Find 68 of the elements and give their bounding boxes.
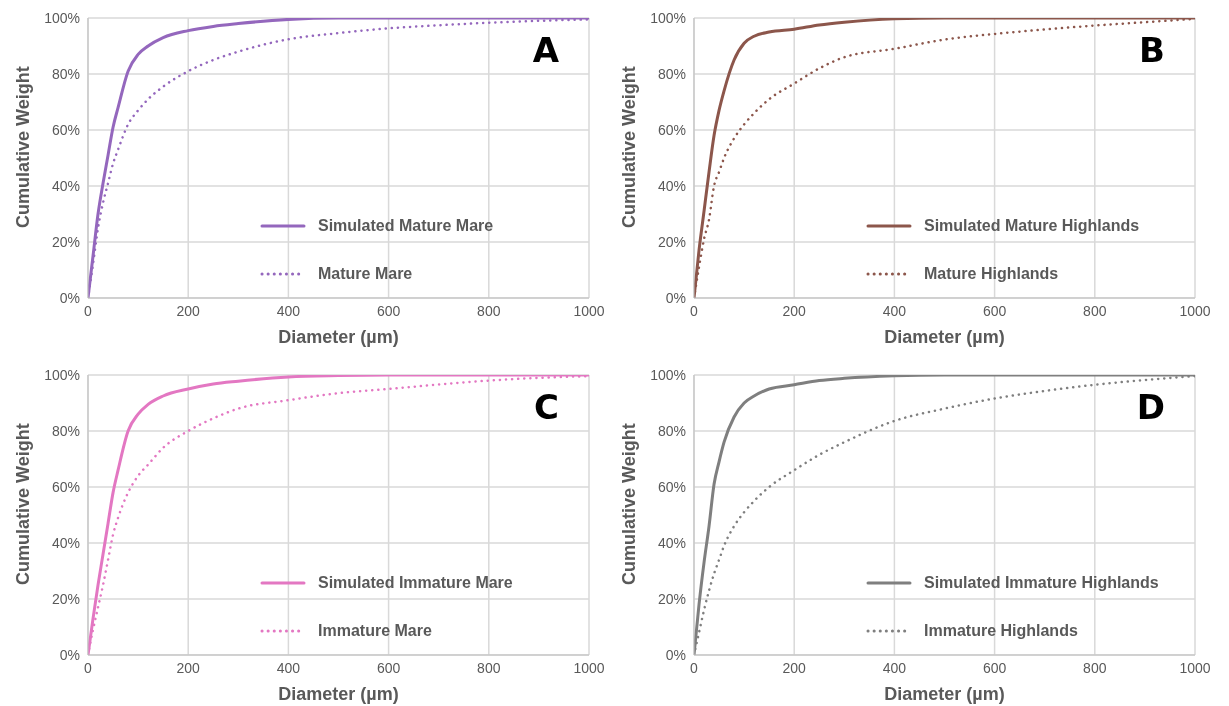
x-tick-label: 600 <box>982 302 1007 319</box>
x-tick-label: 0 <box>690 659 699 676</box>
y-tick-label: 20% <box>51 590 80 607</box>
y-axis-title: Cumulative Weight <box>619 66 640 228</box>
x-tick-label: 600 <box>376 659 401 676</box>
y-tick-label: 20% <box>657 590 686 607</box>
y-tick-label: 20% <box>51 233 80 250</box>
y-tick-label: 0% <box>665 289 686 306</box>
x-axis-title: Diameter (µm) <box>278 327 399 347</box>
legend-label: Simulated Mature Mare <box>318 217 494 235</box>
y-tick-label: 80% <box>51 65 80 82</box>
x-tick-label: 1000 <box>573 659 605 676</box>
x-tick-label: 800 <box>1083 302 1107 319</box>
x-tick-label: 600 <box>376 302 401 319</box>
legend-label: Simulated Immature Mare <box>318 574 513 592</box>
y-tick-label: 80% <box>657 65 686 82</box>
x-tick-label: 1000 <box>1179 302 1211 319</box>
annotation: B <box>1139 30 1165 70</box>
x-axis-title: Diameter (µm) <box>884 327 1005 347</box>
x-tick-label: 400 <box>276 659 301 676</box>
y-axis-title: Cumulative Weight <box>13 66 34 228</box>
x-tick-label: 200 <box>782 302 807 319</box>
legend-label: Simulated Mature Highlands <box>924 217 1140 235</box>
legend-label: Mature Highlands <box>924 265 1059 283</box>
y-tick-label: 60% <box>657 478 686 495</box>
y-axis-title: Cumulative Weight <box>619 423 640 585</box>
y-tick-label: 40% <box>51 534 80 551</box>
y-tick-label: 20% <box>657 233 686 250</box>
y-tick-label: 100% <box>44 366 80 383</box>
x-tick-label: 0 <box>84 659 93 676</box>
annotation: A <box>532 30 559 70</box>
y-tick-label: 60% <box>657 121 686 138</box>
y-tick-label: 80% <box>51 422 80 439</box>
legend-label: Immature Mare <box>318 622 432 640</box>
legend-label: Immature Highlands <box>924 622 1078 640</box>
y-tick-label: 100% <box>650 366 686 383</box>
x-tick-label: 1000 <box>573 302 605 319</box>
y-axis-title: Cumulative Weight <box>13 423 34 585</box>
legend-label: Mature Mare <box>318 265 413 283</box>
x-tick-label: 200 <box>176 659 201 676</box>
x-tick-label: 400 <box>882 659 907 676</box>
x-tick-label: 1000 <box>1179 659 1211 676</box>
x-tick-label: 200 <box>176 302 201 319</box>
y-tick-label: 60% <box>51 121 80 138</box>
annotation: D <box>1136 387 1165 427</box>
y-tick-label: 40% <box>657 534 686 551</box>
x-axis-title: Diameter (µm) <box>278 684 399 704</box>
y-tick-label: 80% <box>657 422 686 439</box>
legend-label: Simulated Immature Highlands <box>924 574 1159 592</box>
x-tick-label: 800 <box>477 302 501 319</box>
annotation: C <box>534 387 559 427</box>
x-tick-label: 400 <box>882 302 907 319</box>
x-tick-label: 400 <box>276 302 301 319</box>
y-tick-label: 0% <box>59 289 80 306</box>
x-tick-label: 800 <box>477 659 501 676</box>
y-tick-label: 100% <box>44 9 80 26</box>
x-tick-label: 200 <box>782 659 807 676</box>
y-tick-label: 0% <box>59 646 80 663</box>
x-tick-label: 0 <box>84 302 93 319</box>
y-tick-label: 0% <box>665 646 686 663</box>
y-tick-label: 40% <box>657 177 686 194</box>
y-tick-label: 100% <box>650 9 686 26</box>
x-tick-label: 0 <box>690 302 699 319</box>
y-tick-label: 40% <box>51 177 80 194</box>
x-tick-label: 600 <box>982 659 1007 676</box>
x-tick-label: 800 <box>1083 659 1107 676</box>
x-axis-title: Diameter (µm) <box>884 684 1005 704</box>
y-tick-label: 60% <box>51 478 80 495</box>
